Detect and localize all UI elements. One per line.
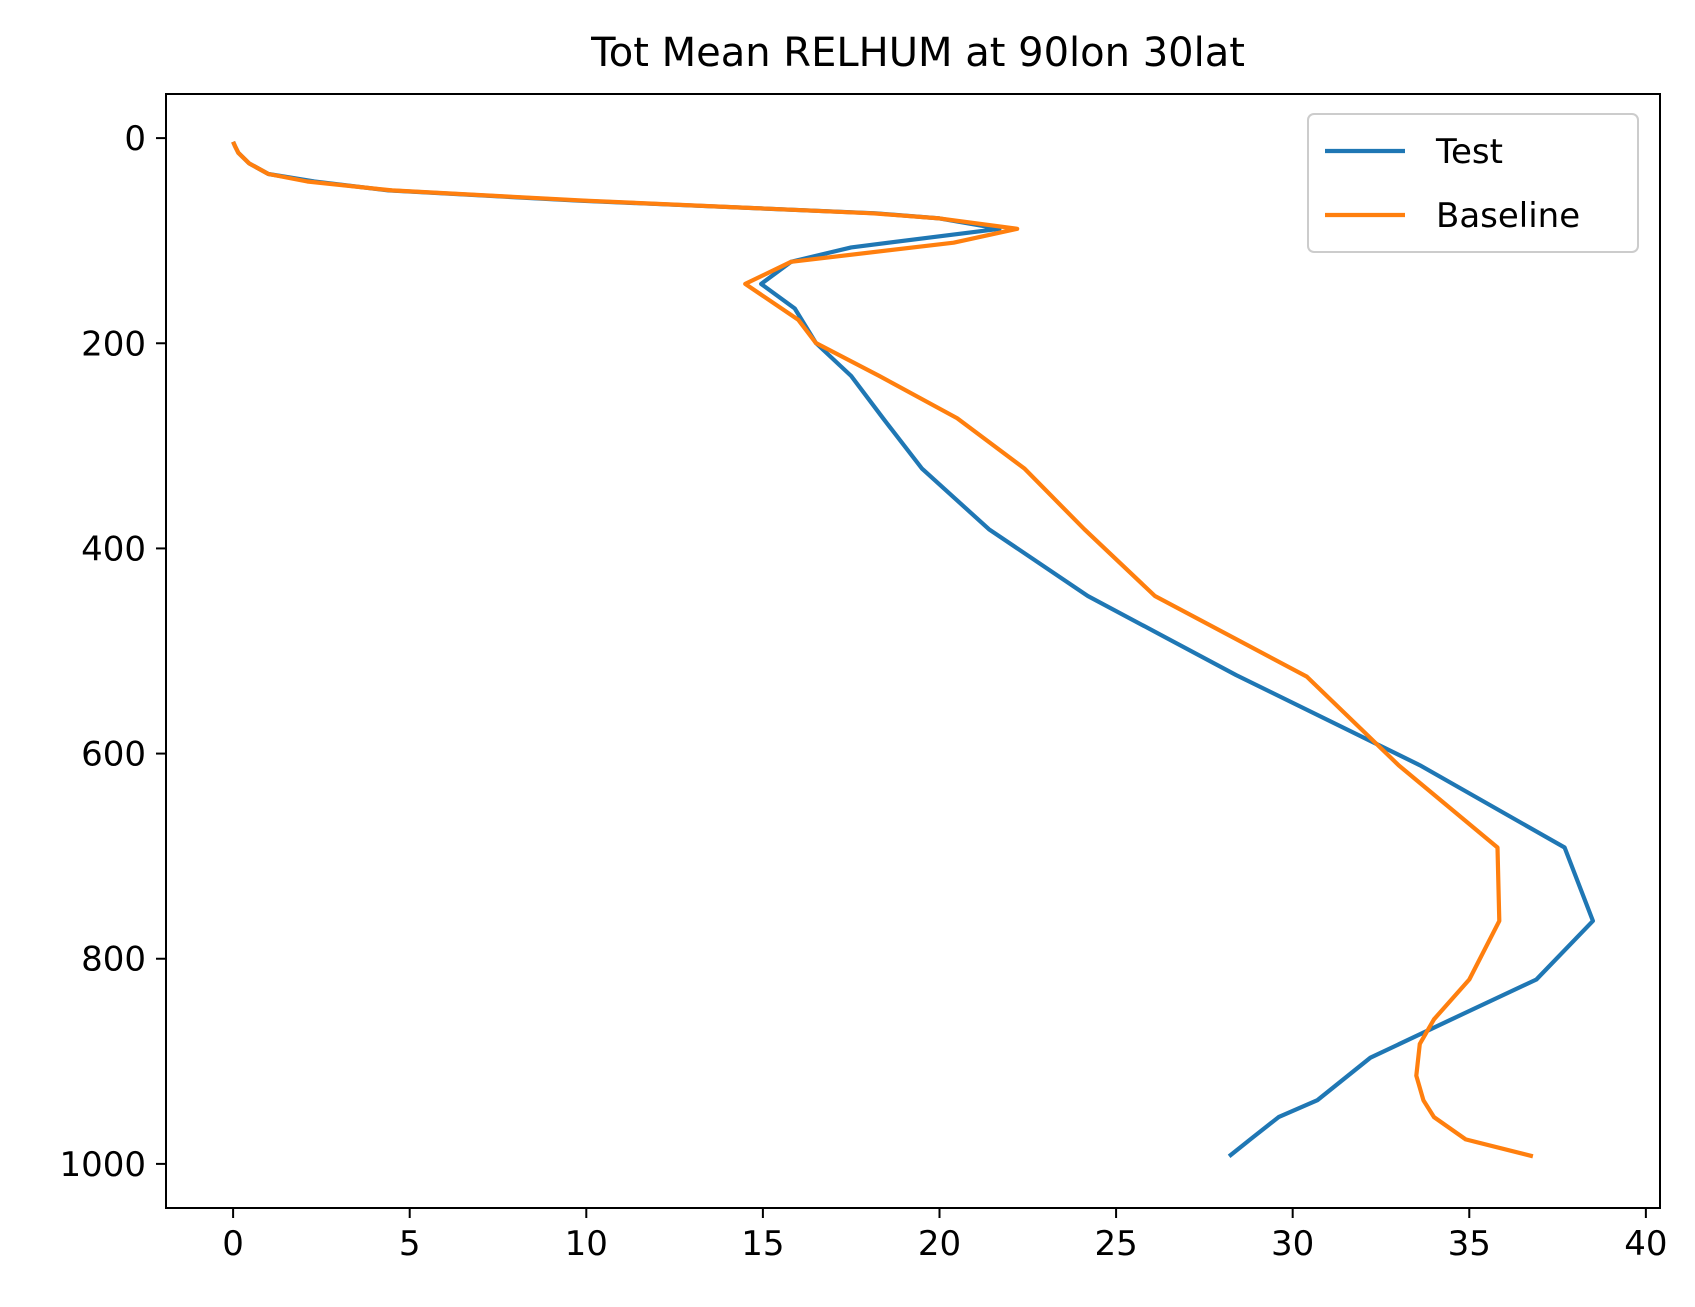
y-tick-label: 200 (81, 324, 146, 364)
series-line-test (231, 140, 1596, 1158)
legend: Test Baseline (1307, 113, 1639, 253)
plot-area (231, 140, 1596, 1159)
y-tick-label: 800 (81, 940, 146, 980)
x-tick-label: 35 (1448, 1224, 1491, 1264)
legend-label-baseline: Baseline (1436, 196, 1580, 236)
x-tick-label: 5 (399, 1224, 421, 1264)
y-tick-label: 600 (81, 735, 146, 775)
x-tick-label: 20 (918, 1224, 961, 1264)
y-tick-label: 1000 (59, 1145, 146, 1185)
legend-label-test: Test (1435, 132, 1503, 172)
y-tick-label: 0 (124, 119, 146, 159)
x-tick-label: 10 (565, 1224, 608, 1264)
axes-frame (165, 93, 1661, 1209)
legend-box (1307, 113, 1639, 253)
x-tick-label: 40 (1624, 1224, 1667, 1264)
series-line-baseline (231, 140, 1534, 1159)
chart-title: Tot Mean RELHUM at 90lon 30lat (590, 30, 1245, 76)
x-tick-label: 25 (1094, 1224, 1137, 1264)
x-tick-label: 15 (741, 1224, 784, 1264)
x-tick-label: 30 (1271, 1224, 1314, 1264)
y-tick-label: 400 (81, 529, 146, 569)
x-tick-label: 0 (222, 1224, 244, 1264)
